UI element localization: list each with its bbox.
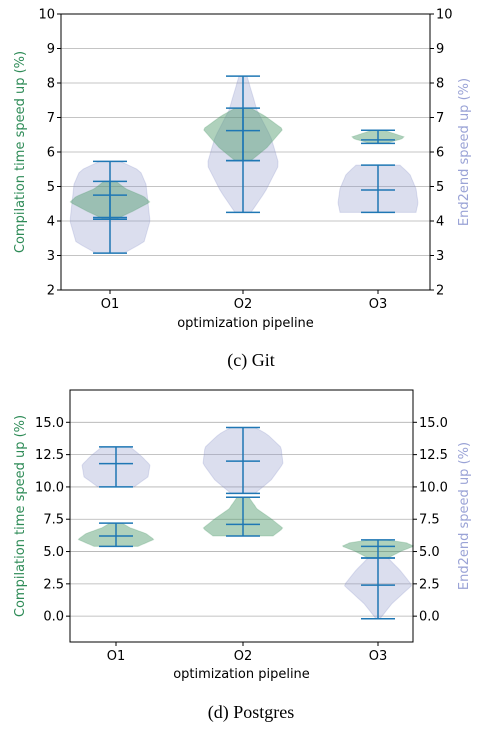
y-tick-label-right: 15.0 [419, 416, 448, 431]
y-tick-label-right: 4 [436, 215, 444, 230]
chart-postgres: 0.0 0.0 2.5 2.5 5.0 5.0 7.5 7.5 10.0 10.0 12.5 12.5… [13, 389, 472, 723]
y-axis-label-left: Compilation time speed up (%) [13, 415, 28, 617]
chart-git: 2 2 3 3 4 4 5 5 6 6 7 7 8 8 9 9 10 10 O1 O2 O3 optimization p… [13, 8, 472, 372]
plot-frame [69, 389, 414, 643]
x-tick-label: O3 [369, 649, 388, 664]
y-axis-label-right: End2end speed up (%) [457, 78, 472, 226]
y-tick-label-right: 12.5 [419, 448, 448, 463]
y-tick-label-right: 10.0 [419, 480, 448, 495]
x-tick-label: O3 [369, 297, 388, 312]
y-tick-label-left: 10 [38, 8, 55, 23]
y-tick-label-left: 6 [47, 146, 55, 161]
y-tick-label-left: 0.0 [43, 610, 64, 625]
x-tick-label: O1 [101, 297, 120, 312]
figure-caption: (c) Git [227, 350, 274, 371]
y-tick-label-left: 2 [47, 284, 55, 299]
y-tick-label-left: 2.5 [43, 577, 64, 592]
x-tick-label: O2 [234, 297, 253, 312]
y-tick-label-left: 7.5 [43, 513, 64, 528]
x-axis-label: optimization pipeline [173, 667, 310, 682]
y-tick-label-left: 12.5 [35, 448, 64, 463]
y-tick-label-left: 4 [47, 215, 55, 230]
y-tick-label-left: 7 [47, 111, 55, 126]
y-tick-label-left: 3 [47, 249, 55, 264]
plot-frame [60, 13, 431, 291]
y-tick-label-left: 8 [47, 77, 55, 92]
y-tick-label-left: 10.0 [35, 480, 64, 495]
y-axis-label-left: Compilation time speed up (%) [13, 51, 28, 253]
y-tick-label-right: 5.0 [419, 545, 440, 560]
x-tick-label: O2 [234, 649, 253, 664]
y-tick-label-right: 7 [436, 111, 444, 126]
y-tick-label-right: 10 [436, 8, 453, 23]
y-tick-label-left: 9 [47, 42, 55, 57]
y-tick-label-right: 6 [436, 146, 444, 161]
y-tick-label-left: 5 [47, 180, 55, 195]
y-tick-label-right: 8 [436, 77, 444, 92]
figure-caption: (d) Postgres [208, 702, 295, 723]
y-tick-label-right: 9 [436, 42, 444, 57]
x-tick-label: O1 [107, 649, 126, 664]
y-axis-label-right: End2end speed up (%) [457, 442, 472, 590]
y-tick-label-right: 0.0 [419, 610, 440, 625]
y-tick-label-right: 3 [436, 249, 444, 264]
y-tick-label-left: 5.0 [43, 545, 64, 560]
y-tick-label-right: 5 [436, 180, 444, 195]
y-tick-label-left: 15.0 [35, 416, 64, 431]
y-tick-label-right: 2 [436, 284, 444, 299]
y-tick-label-right: 2.5 [419, 577, 440, 592]
x-axis-label: optimization pipeline [177, 316, 314, 331]
y-tick-label-right: 7.5 [419, 513, 440, 528]
